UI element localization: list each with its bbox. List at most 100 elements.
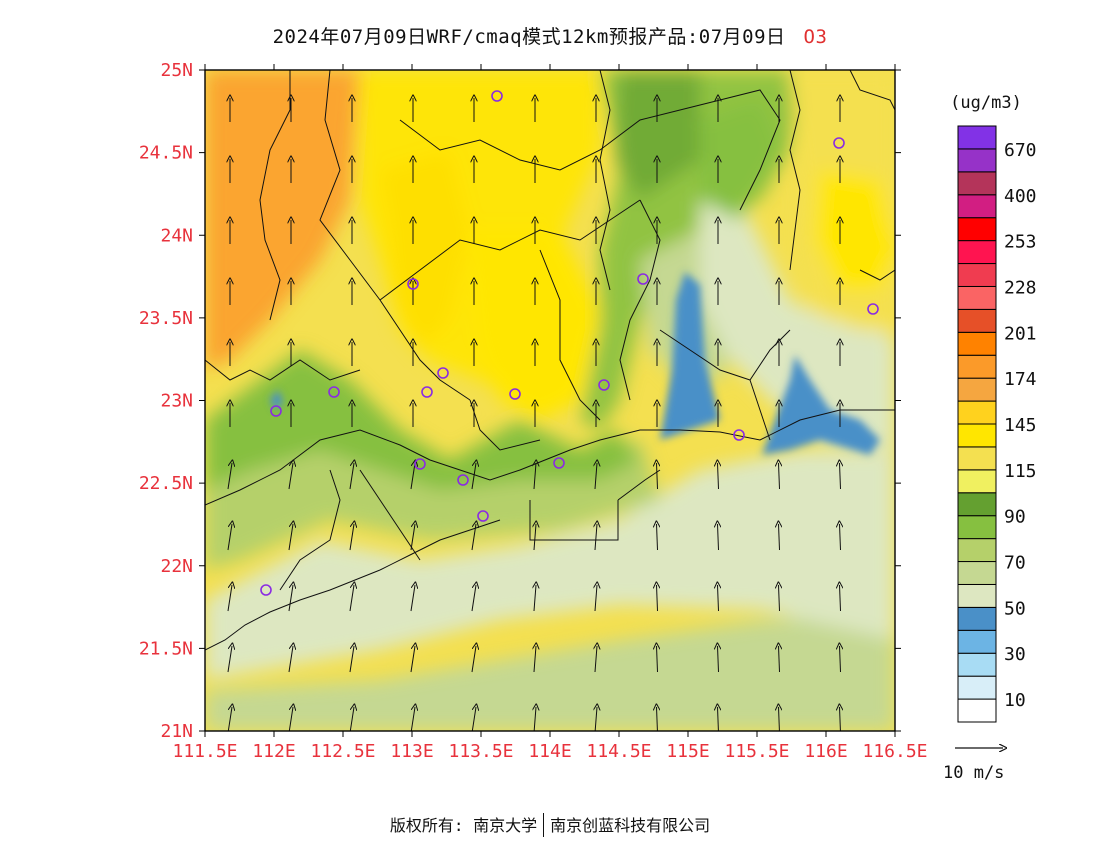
legend-tick-label: 70 <box>1004 553 1026 574</box>
lon-label: 115.5E <box>724 741 789 762</box>
wind-arrow <box>534 585 536 612</box>
wind-arrow <box>779 707 780 731</box>
wind-arrow <box>288 707 293 731</box>
wind-arrow <box>779 646 780 673</box>
legend-swatch <box>957 263 997 287</box>
wind-arrow <box>227 646 232 673</box>
legend-tick-label: 670 <box>1004 140 1037 161</box>
wind-arrow <box>471 646 476 673</box>
legend-swatch <box>957 377 997 402</box>
wind-arrow <box>227 524 232 551</box>
wind-arrow <box>410 707 415 731</box>
wind-arrow <box>227 463 232 490</box>
wind-arrow <box>471 463 476 490</box>
wind-arrow <box>657 524 658 551</box>
legend-swatch <box>957 125 997 150</box>
wind-arrow <box>657 585 658 612</box>
wind-arrow <box>718 524 719 551</box>
lat-label: 21.5N <box>139 638 193 659</box>
wind-arrow <box>718 463 719 490</box>
wind-arrow <box>718 646 719 673</box>
legend-swatch <box>957 446 997 471</box>
wind-scale-label: 10 m/s <box>943 763 1004 783</box>
wind-arrow <box>718 585 719 612</box>
legend-tick-label: 201 <box>1004 323 1037 344</box>
wind-arrow <box>840 707 841 731</box>
legend-swatch <box>957 492 997 517</box>
copyright: 版权所有: 南京大学 南京创蓝科技有限公司 <box>0 812 1100 839</box>
lat-label: 24.5N <box>139 143 193 164</box>
wind-arrow <box>840 463 841 490</box>
legend-swatch <box>957 538 997 563</box>
lat-label: 21N <box>160 721 193 742</box>
lon-label: 113E <box>390 741 433 762</box>
legend-tick-label: 50 <box>1004 598 1026 619</box>
wind-arrow <box>410 646 415 673</box>
legend-tick-label: 174 <box>1004 369 1037 390</box>
copyright-company: 南京创蓝科技有限公司 <box>550 816 711 835</box>
wind-arrow <box>840 585 841 612</box>
legend-tick-label: 400 <box>1004 186 1037 207</box>
wind-arrow <box>471 707 476 731</box>
wind-arrow <box>288 463 293 490</box>
legend-tick-label: 10 <box>1004 690 1026 711</box>
lon-label: 114E <box>528 741 571 762</box>
legend-swatch <box>957 194 997 219</box>
wind-arrow <box>657 707 658 731</box>
map-axes: 25N 24.5N 24N 23.5N 23N 22.5N 22N 21.5N 21N111.5… <box>139 60 928 762</box>
wind-arrow <box>657 646 658 673</box>
wind-arrow <box>288 585 293 612</box>
wind-arrow <box>779 463 780 490</box>
wind-arrow <box>595 646 597 673</box>
wind-arrow <box>534 646 536 673</box>
copyright-divider <box>543 812 545 837</box>
wind-arrow <box>840 524 841 551</box>
wind-arrow <box>471 524 476 551</box>
legend-tick-label: 253 <box>1004 232 1037 253</box>
color-legend: (ug/m3) 10 30 50 70 90 115 145 174 201 228 253 400 6… <box>950 93 1037 723</box>
lon-label: 111.5E <box>172 741 237 762</box>
boundary-lines <box>205 70 895 651</box>
wind-arrow <box>595 463 597 490</box>
legend-swatch <box>957 285 997 310</box>
legend-swatch <box>957 171 997 196</box>
legend-swatch <box>957 469 997 494</box>
wind-scale: 10 m/s <box>943 748 1004 783</box>
wind-arrow <box>534 707 536 731</box>
lat-label: 23.5N <box>139 308 193 329</box>
wind-arrow <box>595 707 597 731</box>
lon-label: 115E <box>666 741 709 762</box>
legend-swatch <box>957 331 997 356</box>
lon-label: 114.5E <box>586 741 651 762</box>
legend-swatch <box>957 515 997 540</box>
legend-tick-label: 90 <box>1004 507 1026 528</box>
legend-swatch <box>957 698 997 723</box>
wind-arrow <box>410 524 415 551</box>
legend-swatch <box>957 148 997 173</box>
legend-swatch <box>957 561 997 585</box>
wind-arrow <box>534 463 536 490</box>
legend-unit: (ug/m3) <box>950 93 1022 113</box>
legend-swatch <box>957 240 997 265</box>
wind-arrow <box>779 585 780 612</box>
wind-arrow <box>288 646 293 673</box>
legend-swatch <box>957 400 997 425</box>
legend-swatch <box>957 583 997 608</box>
wind-arrow <box>349 646 354 673</box>
legend-tick-label: 228 <box>1004 277 1037 298</box>
lon-label: 116.5E <box>862 741 927 762</box>
legend-swatch <box>957 629 997 654</box>
wind-arrow <box>718 707 719 731</box>
lat-label: 22N <box>160 556 193 577</box>
map-title: 2024年07月09日WRF/cmaq模式12km预报产品:07月09日 O3 <box>0 22 1100 49</box>
station-markers <box>260 90 879 596</box>
legend-swatch <box>957 354 997 379</box>
concentration-field <box>205 70 895 731</box>
wind-arrow <box>288 524 293 551</box>
legend-tick-label: 115 <box>1004 461 1037 482</box>
wind-arrow <box>410 585 415 612</box>
wind-arrow <box>227 707 232 731</box>
wind-arrow <box>595 585 597 612</box>
wind-arrow <box>534 524 536 551</box>
lat-label: 24N <box>160 225 193 246</box>
